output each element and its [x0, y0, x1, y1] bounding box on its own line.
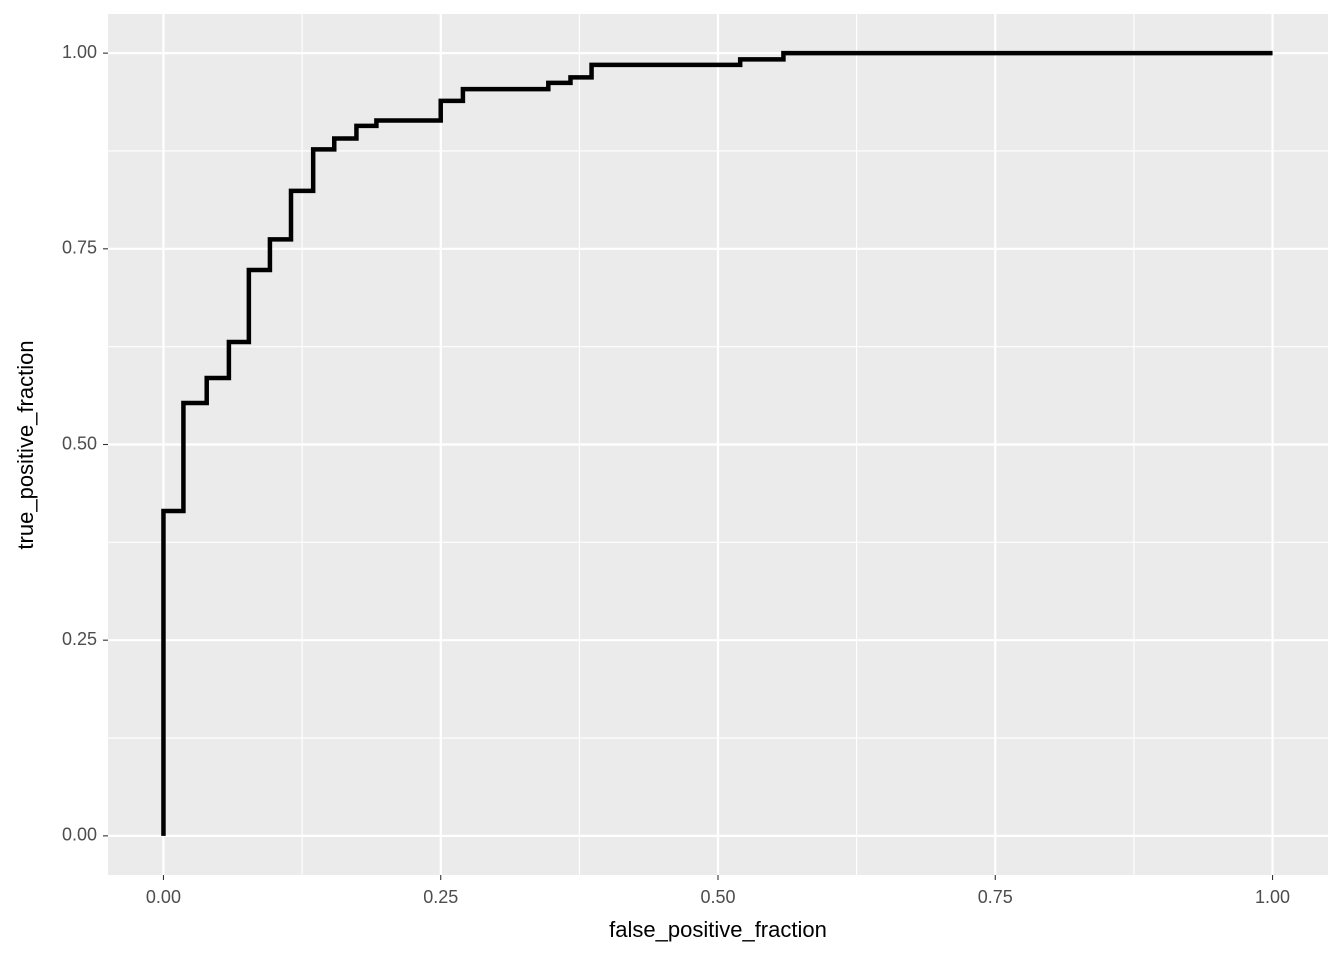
roc-curve: [161, 50, 1273, 836]
x-tick-label: 0.50: [700, 887, 735, 907]
x-tick-label: 1.00: [1255, 887, 1290, 907]
x-tick-label: 0.00: [146, 887, 181, 907]
x-axis-title: false_positive_fraction: [609, 917, 827, 942]
x-tick-label: 0.75: [978, 887, 1013, 907]
y-tick-label: 0.00: [62, 825, 97, 845]
x-tick-label: 0.25: [423, 887, 458, 907]
y-tick-label: 0.50: [62, 433, 97, 453]
y-tick-label: 1.00: [62, 42, 97, 62]
y-tick-label: 0.25: [62, 629, 97, 649]
y-tick-label: 0.75: [62, 238, 97, 258]
y-axis-title: true_positive_fraction: [13, 340, 38, 549]
